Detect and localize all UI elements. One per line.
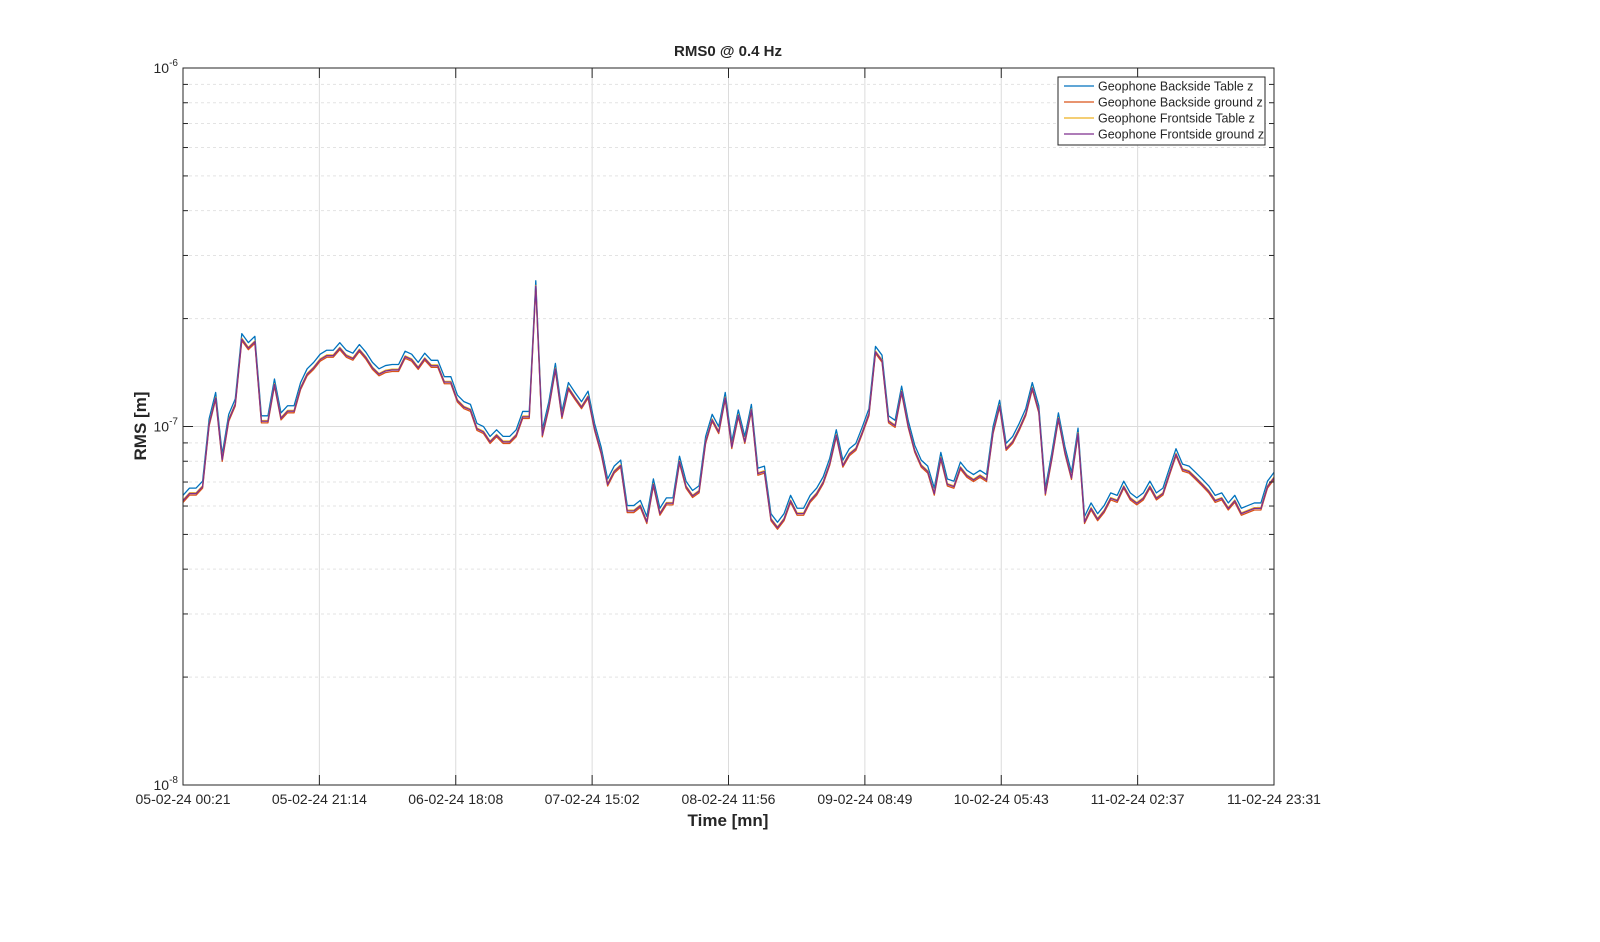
- y-tick-label: 10-7: [154, 417, 179, 435]
- x-tick-label: 11-02-24 23:31: [1227, 791, 1321, 807]
- x-tick-label: 07-02-24 15:02: [545, 791, 640, 807]
- legend-label: Geophone Backside ground z: [1098, 96, 1263, 110]
- grid: [183, 68, 1274, 785]
- x-tick-label: 08-02-24 11:56: [682, 791, 776, 807]
- y-tick-label: 10-8: [154, 775, 179, 793]
- x-axis-label: Time [mn]: [688, 811, 769, 830]
- chart-title: RMS0 @ 0.4 Hz: [674, 43, 782, 60]
- x-tick-label: 05-02-24 21:14: [272, 791, 367, 807]
- x-tick-label: 06-02-24 18:08: [408, 791, 503, 807]
- legend-label: Geophone Frontside Table z: [1098, 112, 1255, 126]
- ticks: 05-02-24 00:21 05-02-24 21:14 06-02-24 18:…: [136, 58, 1322, 807]
- legend: Geophone Backside Table z Geophone Backsi…: [1057, 76, 1266, 146]
- x-tick-label: 11-02-24 02:37: [1091, 791, 1185, 807]
- series-lines: [182, 280, 1275, 530]
- series-line: [182, 285, 1275, 529]
- legend-label: Geophone Backside Table z: [1098, 80, 1253, 94]
- x-tick-label: 05-02-24 00:21: [136, 791, 231, 807]
- legend-label: Geophone Frontside ground z: [1098, 128, 1264, 142]
- x-tick-label: 10-02-24 05:43: [954, 791, 1049, 807]
- x-tick-label: 09-02-24 08:49: [817, 791, 912, 807]
- y-tick-label: 10-6: [154, 58, 179, 76]
- y-axis-label: RMS [m]: [131, 392, 150, 461]
